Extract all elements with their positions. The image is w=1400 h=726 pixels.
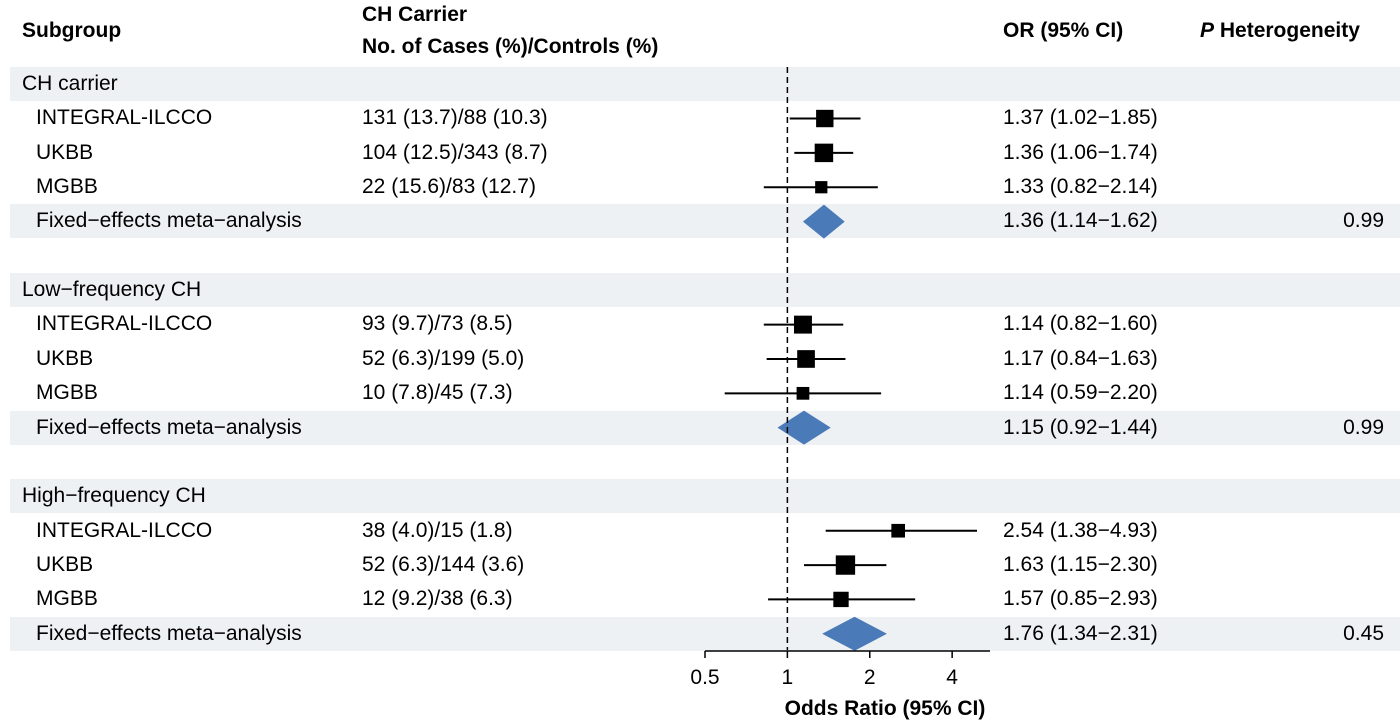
carrier-counts: 52 (6.3)/199 (5.0) [362, 346, 525, 370]
point-estimate [891, 523, 905, 538]
odds-ratio-ci: 1.14 (0.82−1.60) [1003, 312, 1158, 336]
odds-ratio-ci: 1.14 (0.59−2.20) [1003, 381, 1158, 405]
point-estimate [835, 555, 856, 575]
carrier-counts: 38 (4.0)/15 (1.8) [362, 518, 513, 542]
header-p-heterogeneity: P Heterogeneity [1200, 19, 1360, 43]
p-heterogeneity: 0.45 [1343, 621, 1384, 645]
x-tick-label: 1 [782, 666, 794, 689]
study-label: UKBB [36, 140, 94, 164]
carrier-counts: 93 (9.7)/73 (8.5) [362, 312, 513, 336]
point-estimate [833, 591, 849, 608]
x-axis-label: Odds Ratio (95% CI) [784, 697, 986, 720]
row-band [10, 273, 1400, 308]
carrier-counts: 52 (6.3)/144 (3.6) [362, 552, 525, 576]
subgroup-label: High−frequency CH [22, 484, 206, 508]
odds-ratio-ci: 1.76 (1.34−2.31) [1003, 621, 1158, 645]
study-label: INTEGRAL-ILCCO [36, 518, 213, 542]
study-label: MGBB [36, 175, 98, 199]
header-p-rest: Heterogeneity [1214, 19, 1360, 42]
row-band [10, 479, 1400, 514]
odds-ratio-ci: 2.54 (1.38−4.93) [1003, 518, 1158, 542]
odds-ratio-ci: 1.36 (1.06−1.74) [1003, 140, 1158, 164]
x-tick-label: 0.5 [690, 666, 719, 689]
header-carrier-line2: No. of Cases (%)/Controls (%) [362, 35, 659, 58]
study-label: UKBB [36, 346, 94, 370]
header-p-letter: P [1200, 19, 1215, 42]
row-band [10, 616, 1400, 651]
study-label: INTEGRAL-ILCCO [36, 312, 213, 336]
odds-ratio-ci: 1.36 (1.14−1.62) [1003, 209, 1158, 233]
meta-analysis-label: Fixed−effects meta−analysis [36, 621, 302, 645]
meta-diamond [822, 616, 887, 651]
study-label: MGBB [36, 381, 98, 405]
odds-ratio-ci: 1.33 (0.82−2.14) [1003, 175, 1158, 199]
point-estimate [815, 181, 828, 194]
point-estimate [816, 109, 834, 128]
x-tick-label: 4 [946, 666, 958, 689]
row-band [10, 204, 1400, 239]
meta-analysis-label: Fixed−effects meta−analysis [36, 209, 302, 233]
odds-ratio-ci: 1.63 (1.15−2.30) [1003, 552, 1158, 576]
p-heterogeneity: 0.99 [1343, 209, 1384, 233]
odds-ratio-ci: 1.37 (1.02−1.85) [1003, 106, 1158, 130]
carrier-counts: 104 (12.5)/343 (8.7) [362, 140, 548, 164]
meta-diamond [777, 410, 831, 445]
point-estimate [796, 386, 810, 400]
point-estimate [814, 143, 834, 163]
p-heterogeneity: 0.99 [1343, 415, 1384, 439]
odds-ratio-ci: 1.15 (0.92−1.44) [1003, 415, 1158, 439]
study-label: MGBB [36, 587, 98, 611]
meta-analysis-label: Fixed−effects meta−analysis [36, 415, 302, 439]
meta-diamond [802, 204, 845, 239]
row-band [10, 410, 1400, 445]
carrier-counts: 22 (15.6)/83 (12.7) [362, 175, 536, 199]
carrier-counts: 10 (7.8)/45 (7.3) [362, 381, 513, 405]
point-estimate [797, 350, 815, 368]
header-or: OR (95% CI) [1003, 19, 1124, 42]
point-estimate [793, 315, 812, 334]
subgroup-label: CH carrier [22, 72, 118, 95]
study-label: UKBB [36, 552, 94, 576]
carrier-counts: 131 (13.7)/88 (10.3) [362, 106, 548, 130]
row-band [10, 67, 1400, 101]
header-carrier-line1: CH Carrier [362, 3, 468, 26]
header-subgroup: Subgroup [22, 19, 122, 42]
carrier-counts: 12 (9.2)/38 (6.3) [362, 587, 513, 611]
x-tick-label: 2 [864, 666, 876, 689]
odds-ratio-ci: 1.57 (0.85−2.93) [1003, 587, 1158, 611]
study-label: INTEGRAL-ILCCO [36, 106, 213, 130]
subgroup-label: Low−frequency CH [22, 278, 202, 302]
odds-ratio-ci: 1.17 (0.84−1.63) [1003, 346, 1158, 370]
